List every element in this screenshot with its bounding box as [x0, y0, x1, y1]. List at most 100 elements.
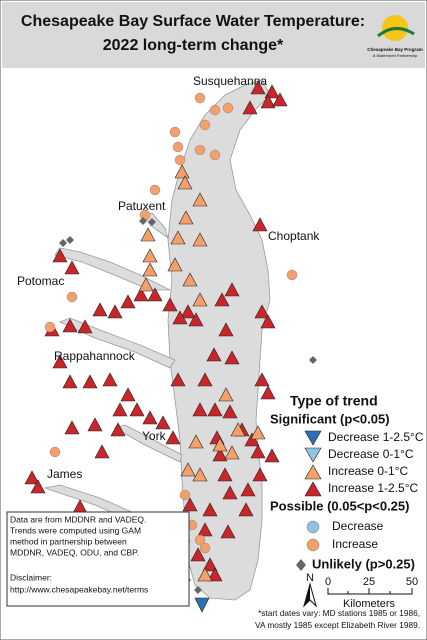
station-marker: [250, 444, 266, 459]
station-marker: [192, 292, 208, 307]
station-marker: [260, 314, 276, 329]
legend-item: Increase 1-2.5°C: [328, 481, 419, 495]
station-marker: [133, 287, 149, 302]
station-marker: [177, 175, 193, 190]
note-line: MDDNR, VADEQ, ODU, and CBP.: [10, 547, 139, 557]
station-marker: [62, 318, 78, 333]
scale-label: 50: [406, 576, 418, 588]
title-box: [2, 2, 425, 68]
footnote: *start dates vary: MD stations 1985 or 1…: [258, 608, 420, 618]
station-marker: [120, 294, 136, 309]
station-marker: [66, 291, 78, 303]
north-label: N: [306, 572, 314, 584]
station-marker: [182, 497, 198, 512]
station-marker: [59, 239, 67, 247]
legend-heading: Significant (p<0.05): [270, 411, 390, 426]
river-label: York: [142, 429, 167, 443]
station-marker: [165, 430, 181, 445]
station-marker: [199, 542, 211, 554]
legend-item: Decrease: [332, 519, 384, 533]
station-marker: [155, 415, 171, 430]
note-line: Trends were computed using GAM: [10, 525, 141, 535]
legend-heading: Possible (0.05<p<0.25): [270, 498, 409, 513]
station-marker: [140, 227, 156, 242]
station-marker: [64, 260, 80, 275]
station-marker: [244, 432, 260, 447]
station-marker: [194, 534, 206, 546]
river-label: James: [47, 467, 82, 481]
station-marker: [112, 402, 128, 417]
station-marker: [44, 321, 56, 333]
scale-unit: Kilometers: [343, 598, 395, 610]
legend-item: Increase 0-1°C: [328, 464, 409, 478]
station-marker: [194, 597, 210, 613]
station-marker: [212, 437, 228, 452]
station-marker: [222, 102, 234, 114]
station-marker: [52, 248, 68, 263]
station-marker: [129, 402, 145, 417]
station-marker: [82, 374, 98, 389]
station-marker: [217, 467, 233, 482]
station-marker: [202, 502, 218, 517]
station-marker: [192, 192, 208, 207]
station-marker: [188, 312, 204, 327]
station-marker: [170, 230, 186, 245]
station-marker: [192, 232, 208, 247]
logo-name: Chesapeake Bay Program: [367, 47, 423, 52]
title: 2022 long-term change*: [103, 37, 284, 54]
station-marker: [250, 425, 266, 440]
footnote: VA mostly 1985 except Elizabeth River 19…: [255, 620, 420, 630]
station-marker: [120, 387, 136, 402]
station-marker: [212, 447, 228, 462]
station-marker: [172, 310, 188, 325]
station-marker: [254, 372, 270, 387]
station-marker: [169, 126, 181, 138]
station-marker: [194, 586, 202, 594]
station-marker: [264, 448, 280, 463]
stations: [24, 80, 317, 613]
scale-label: 0: [325, 576, 331, 588]
legend-heading: Unlikely (p>0.25): [312, 556, 415, 571]
station-marker: [197, 567, 213, 582]
station-marker: [188, 434, 204, 449]
station-marker: [202, 557, 218, 572]
station-marker: [172, 141, 184, 153]
station-marker: [222, 404, 238, 419]
logo: Chesapeake Bay Program A Watershed Partn…: [367, 15, 423, 58]
station-marker: [222, 485, 238, 500]
station-marker: [170, 372, 186, 387]
station-marker: [218, 387, 234, 402]
station-marker: [197, 372, 213, 387]
station-marker: [209, 104, 221, 116]
station-marker: [107, 304, 123, 319]
legend-title: Type of trend: [290, 393, 378, 409]
note-line: http://www.chesapeakebay.net/terms: [10, 584, 148, 594]
station-marker: [252, 467, 268, 482]
station-marker: [238, 502, 254, 517]
station-marker: [167, 257, 183, 272]
station-marker: [92, 302, 108, 317]
station-marker: [194, 92, 206, 104]
river-label: Rappahannock: [54, 349, 136, 363]
station-marker: [180, 462, 196, 477]
station-marker: [207, 402, 223, 417]
station-marker: [30, 479, 46, 494]
station-marker: [142, 248, 158, 263]
station-marker: [240, 482, 256, 497]
legend-item: Increase: [332, 537, 378, 551]
station-marker: [49, 446, 61, 458]
station-marker: [214, 292, 230, 307]
station-marker: [230, 422, 246, 437]
station-marker: [272, 92, 288, 107]
station-marker: [149, 184, 161, 196]
station-marker: [142, 410, 158, 425]
station-marker: [199, 119, 211, 131]
station-marker: [162, 297, 178, 312]
station-marker: [139, 217, 147, 225]
station-marker: [138, 277, 154, 292]
station-marker: [194, 144, 206, 156]
station-marker: [62, 374, 78, 389]
logo-tagline: A Watershed Partnership: [372, 53, 418, 58]
station-marker: [197, 522, 213, 537]
